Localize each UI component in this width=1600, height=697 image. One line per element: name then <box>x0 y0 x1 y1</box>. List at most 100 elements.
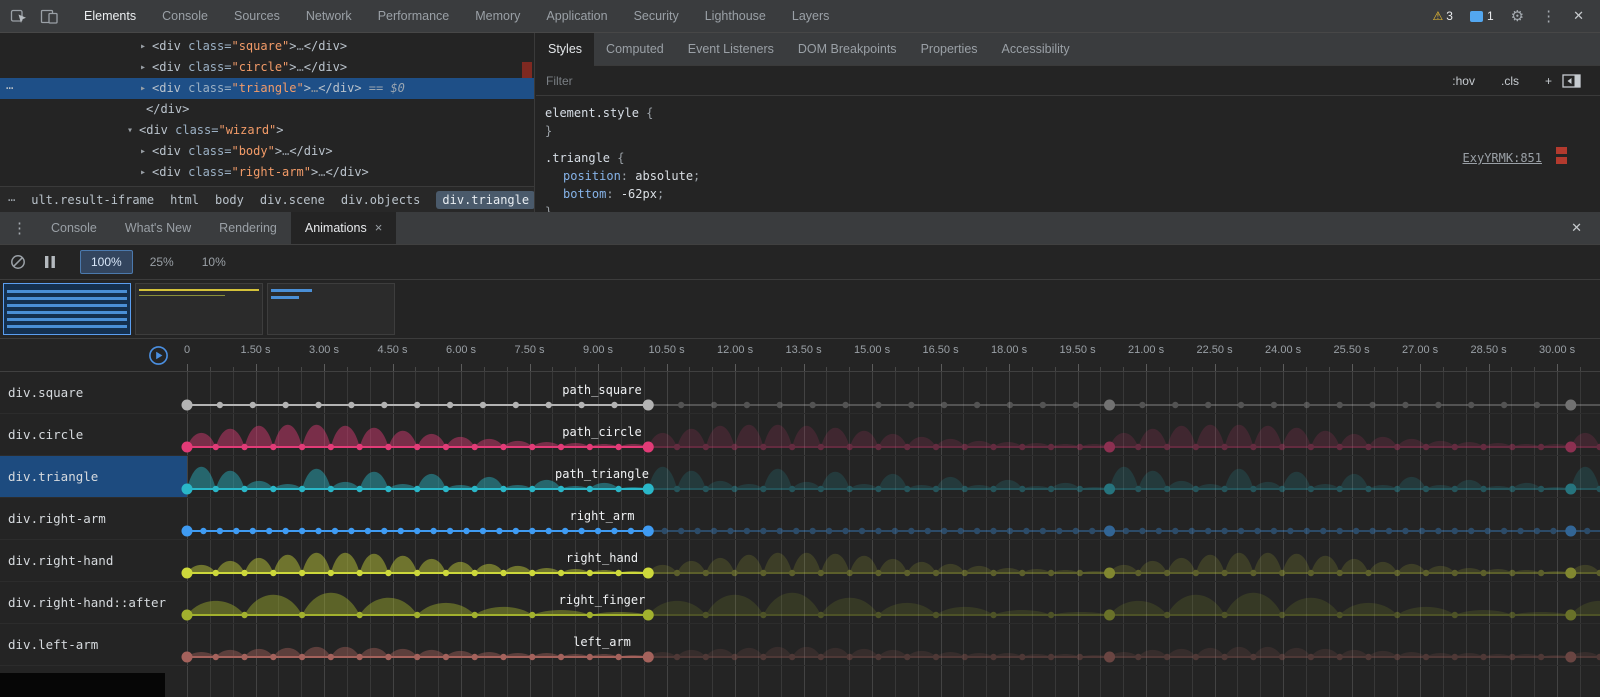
messages-badge[interactable]: 1 <box>1469 9 1494 23</box>
chevron-right-icon[interactable]: ▸ <box>140 146 147 157</box>
toggle-sidebar-icon[interactable] <box>1562 74 1582 88</box>
animation-track[interactable] <box>181 414 1600 456</box>
tab-accessibility[interactable]: Accessibility <box>1001 41 1070 56</box>
device-toolbar-icon[interactable] <box>40 7 59 25</box>
breadcrumb-item[interactable]: div.scene <box>259 192 325 207</box>
animation-track[interactable] <box>181 456 1600 498</box>
clear-all-icon[interactable] <box>10 254 26 270</box>
main-tab-layers[interactable]: Layers <box>791 9 830 23</box>
dom-tree-node[interactable]: ▾ <div class="wizard"> <box>0 120 534 141</box>
css-declaration[interactable]: position: absolute; <box>563 169 701 183</box>
main-tab-console[interactable]: Console <box>162 9 208 23</box>
breadcrumb-item[interactable]: div.objects <box>340 192 421 207</box>
kebab-menu-icon[interactable]: ⋮ <box>1541 8 1557 25</box>
node-overflow-dots[interactable]: ⋯ <box>6 81 14 95</box>
styles-control[interactable]: :hov <box>1452 73 1475 88</box>
animation-preview[interactable] <box>267 283 395 335</box>
drawer-tab-console[interactable]: Console <box>51 221 97 235</box>
pause-icon[interactable] <box>44 255 56 269</box>
chevron-right-icon[interactable]: ▸ <box>140 62 147 73</box>
row-element-name[interactable]: div.right-hand <box>8 553 114 568</box>
dom-tree-node[interactable]: ▸ <div class="right-arm">…</div> <box>0 162 534 183</box>
row-element-name[interactable]: div.circle <box>8 427 84 442</box>
close-icon[interactable]: ✕ <box>1573 8 1584 23</box>
main-tab-security[interactable]: Security <box>633 9 679 23</box>
row-element-name[interactable]: div.square <box>8 385 84 400</box>
main-tab-network[interactable]: Network <box>305 9 352 23</box>
animation-preview[interactable] <box>135 283 263 335</box>
breadcrumb-item[interactable]: body <box>214 192 244 207</box>
tab-dom-breakpoints[interactable]: DOM Breakpoints <box>797 41 897 56</box>
styles-filter-input[interactable] <box>536 73 856 88</box>
tab-properties[interactable]: Properties <box>920 41 978 56</box>
main-tab-memory[interactable]: Memory <box>475 9 521 23</box>
timeline-ruler[interactable]: 0 1.50 s 3.00 s 4.50 s 6.00 s 7.50 s 9.00 s 10.… <box>0 339 1600 372</box>
ruler-tick-label: 28.50 s <box>1470 344 1507 356</box>
dom-tree-node[interactable]: </div> <box>0 99 534 120</box>
warnings-badge[interactable]: ⚠ 3 <box>1433 9 1453 23</box>
breadcrumb-item[interactable]: ult.result-iframe <box>31 192 155 207</box>
playback-rate-25[interactable]: 25% <box>149 255 174 269</box>
animation-row: div.square path_square <box>0 372 1600 414</box>
breadcrumb-overflow-icon[interactable]: ⋯ <box>8 192 16 207</box>
dom-tree-node[interactable]: ▸ <div class="circle">…</div> <box>0 57 534 78</box>
animation-track[interactable] <box>181 540 1600 582</box>
main-tab-performance[interactable]: Performance <box>377 9 450 23</box>
animation-track[interactable] <box>181 372 1600 414</box>
playback-rate-10[interactable]: 10% <box>201 255 226 269</box>
css-rule-header[interactable]: element.style { <box>545 106 654 120</box>
row-element-name[interactable]: div.triangle <box>8 469 99 484</box>
animation-track[interactable] <box>181 498 1600 540</box>
main-tabs: Elements Console Sources Network Performance… <box>71 0 842 32</box>
main-bar-right: ⚠ 3 1 ⚙ ⋮ ✕ <box>1433 7 1600 25</box>
message-count: 1 <box>1486 9 1494 23</box>
breadcrumb-item[interactable]: div.triangle <box>436 190 534 209</box>
close-tab-icon[interactable]: × <box>374 220 383 235</box>
css-declaration[interactable]: bottom: -62px; <box>563 187 665 201</box>
chevron-right-icon[interactable]: ▸ <box>140 83 147 94</box>
row-element-name[interactable]: div.right-hand::after <box>8 595 167 610</box>
scroll-corner <box>0 673 165 697</box>
tab-computed[interactable]: Computed <box>606 41 664 56</box>
ruler-tick-label: 24.00 s <box>1265 344 1302 356</box>
drawer-tab-rendering[interactable]: Rendering <box>219 221 277 235</box>
ruler-tick-label: 16.50 s <box>922 344 959 356</box>
styles-control[interactable]: + <box>1544 73 1552 88</box>
dom-tree-node[interactable]: ⋯ ▸ <div class="triangle">…</div> == $0 <box>0 78 534 99</box>
playback-rate-100[interactable]: 100% <box>80 250 133 274</box>
dom-tree-node[interactable]: ▸ <div class="body">…</div> <box>0 141 534 162</box>
tab-styles[interactable]: Styles <box>536 33 595 66</box>
styles-control[interactable]: .cls <box>1500 73 1519 88</box>
animation-preview[interactable] <box>3 283 131 335</box>
chevron-down-icon[interactable]: ▾ <box>127 125 134 136</box>
node-markup: <div class="circle">…</div> <box>152 60 348 74</box>
drawer-tab-animations[interactable]: Animations × <box>290 212 397 244</box>
styles-panel: Styles Computed Event Listeners DOM Breakpo… <box>536 33 1600 212</box>
css-rule-header[interactable]: .triangle {ExyYRMK:851 <box>545 151 1542 165</box>
replay-icon[interactable] <box>148 345 169 366</box>
settings-gear-icon[interactable]: ⚙ <box>1510 8 1525 25</box>
main-tab-elements[interactable]: Elements <box>71 0 150 32</box>
drawer-close-icon[interactable]: ✕ <box>1571 220 1582 235</box>
animation-track[interactable] <box>181 582 1600 624</box>
tab-event-listeners[interactable]: Event Listeners <box>687 41 774 56</box>
main-tab-application[interactable]: Application <box>546 9 608 23</box>
animation-row: div.left-arm left_arm <box>0 624 1600 666</box>
ruler-tick-label: 3.00 s <box>309 344 339 356</box>
main-tab-sources[interactable]: Sources <box>233 9 280 23</box>
dom-tree-node[interactable]: ▸ <div class="square">…</div> <box>0 36 534 57</box>
chevron-right-icon[interactable]: ▸ <box>140 41 147 52</box>
chevron-right-icon[interactable]: ▸ <box>140 167 147 178</box>
animation-row: div.right-hand right_hand <box>0 540 1600 582</box>
row-element-name[interactable]: div.left-arm <box>8 637 99 652</box>
drawer-tab-what-s-new[interactable]: What's New <box>124 221 192 235</box>
breadcrumb-item[interactable]: html <box>170 192 199 207</box>
drawer-kebab-icon[interactable]: ⋮ <box>12 220 27 237</box>
animation-track[interactable] <box>181 624 1600 666</box>
row-element-name[interactable]: div.right-arm <box>8 511 106 526</box>
stylesheet-link[interactable]: ExyYRMK:851 <box>1462 151 1542 165</box>
main-tab-lighthouse[interactable]: Lighthouse <box>704 9 766 23</box>
inspect-cursor-icon[interactable] <box>10 7 28 25</box>
main-bar-icons <box>0 7 71 25</box>
